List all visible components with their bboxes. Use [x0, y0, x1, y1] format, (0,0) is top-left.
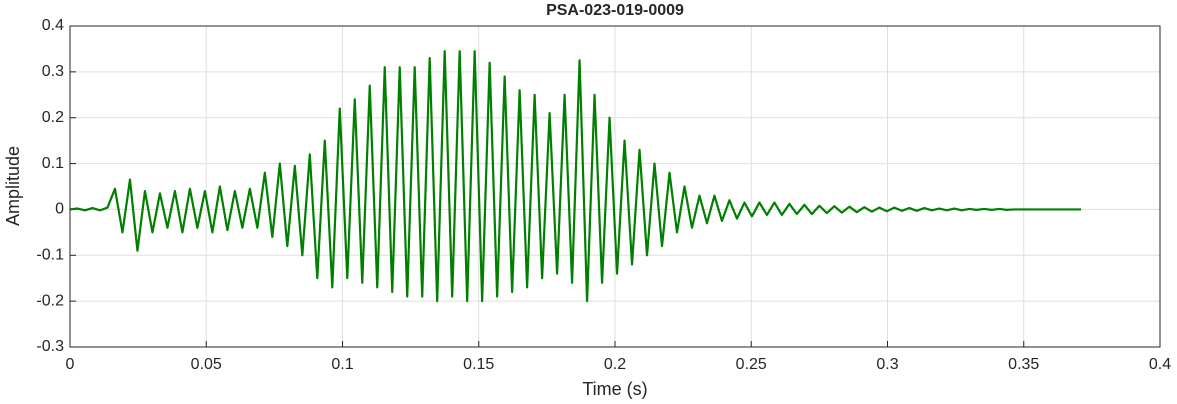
y-tick-label: 0.1: [42, 155, 64, 172]
y-tick-label: -0.3: [36, 338, 64, 355]
y-tick-label: 0.3: [42, 63, 64, 80]
x-axis-label: Time (s): [582, 379, 647, 399]
x-tick-label: 0.4: [1149, 356, 1171, 373]
y-tick-label: 0.4: [42, 17, 64, 34]
plot-frame: [69, 25, 1161, 348]
y-tick-label: -0.2: [36, 292, 64, 309]
y-axis-label: Amplitude: [3, 146, 23, 226]
x-tick-label: 0.2: [604, 356, 626, 373]
x-tick-label: 0.3: [876, 356, 898, 373]
x-tick-label: 0.15: [463, 356, 494, 373]
x-tick-label: 0.25: [736, 356, 767, 373]
x-tick-label: 0.35: [1008, 356, 1039, 373]
x-tick-label: 0.1: [331, 356, 353, 373]
y-tick-label: -0.1: [36, 247, 64, 264]
x-tick-label: 0.05: [191, 356, 222, 373]
x-tick-label: 0: [66, 356, 75, 373]
waveform-line: [69, 50, 1081, 303]
y-tick-label: 0: [55, 201, 64, 218]
chart-title: PSA-023-019-0009: [546, 2, 684, 19]
y-tick-label: 0.2: [42, 109, 64, 126]
